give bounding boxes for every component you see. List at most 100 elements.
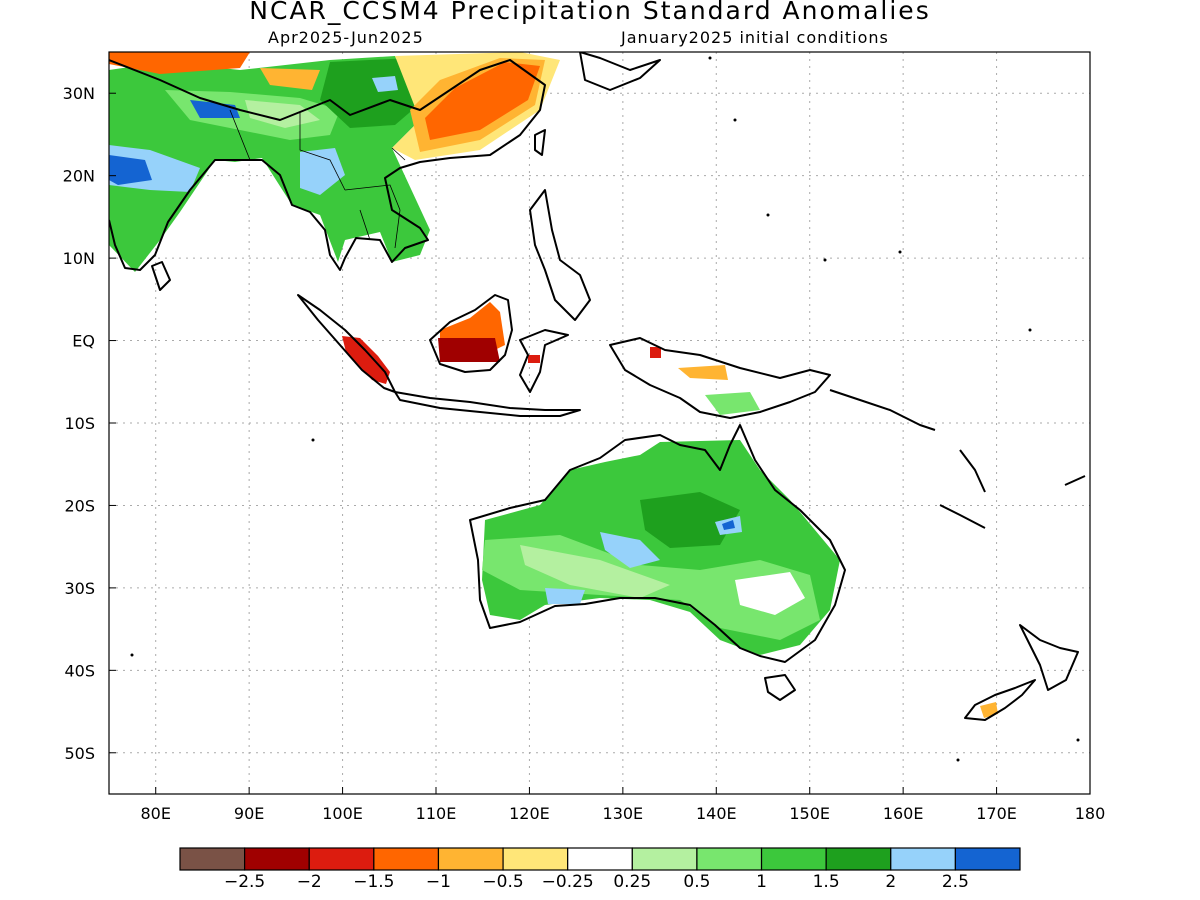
australia-pocket: [722, 520, 735, 530]
colorbar-label: −2.5: [223, 872, 266, 892]
colorbar-label: 2: [885, 872, 897, 892]
lat-label: 20N: [63, 167, 95, 186]
colorbar-swatch: [179, 847, 246, 871]
lon-label: 170E: [976, 804, 1017, 823]
borneo-strong-dry: [438, 338, 500, 362]
lon-label: 110E: [416, 804, 457, 823]
colorbar-label: 2.5: [941, 872, 969, 892]
lon-label: 140E: [696, 804, 737, 823]
lat-label: 20S: [64, 496, 95, 515]
colorbar-label: 1: [756, 872, 767, 892]
lon-label: 80E: [140, 804, 170, 823]
island: [823, 258, 827, 262]
border-line: [229, 109, 406, 249]
colorbar-swatch: [696, 847, 763, 871]
colorbar-label: 0.5: [683, 872, 711, 892]
coastline-australia: [469, 424, 846, 663]
colorbar-label: −1.5: [353, 872, 395, 892]
south-china-dry-anomaly: [425, 62, 540, 140]
island: [708, 56, 712, 60]
lat-label: 30S: [64, 579, 95, 598]
lat-label: 30N: [63, 84, 95, 103]
colorbar-swatch: [954, 847, 1021, 871]
china-pale-pocket: [372, 76, 398, 92]
colorbar-swatch: [567, 847, 633, 871]
coastline-tasmania: [764, 674, 796, 701]
lat-label: 10S: [64, 414, 95, 433]
coastline-taiwan: [534, 129, 546, 156]
forecast-period: Apr2025-Jun2025: [268, 28, 424, 47]
colorbar-swatch: [890, 847, 956, 871]
coastline-java: [394, 391, 581, 417]
coastline-sri-lanka: [151, 261, 171, 291]
colorbar-label: −0.25: [541, 872, 594, 892]
longitude-labels: 80E 90E 100E 110E 120E 130E 140E 150E 160E 170E 18…: [140, 804, 1105, 823]
initial-conditions: January2025 initial conditions: [621, 28, 889, 47]
coastline-borneo: [429, 294, 513, 373]
lat-label: 40S: [64, 661, 95, 680]
island: [130, 653, 134, 657]
china-wet-anomaly: [320, 58, 430, 128]
island: [898, 250, 902, 254]
colorbar: [179, 847, 1021, 871]
india-strong-wet: [109, 155, 152, 185]
island: [1028, 328, 1032, 332]
coastline-philippines: [529, 189, 591, 321]
australia-east-neutral: [735, 572, 805, 615]
lat-label: 50S: [64, 744, 95, 763]
coastline-japan: [579, 52, 661, 91]
australia-central-wet: [600, 532, 660, 568]
island: [311, 438, 315, 442]
sumatra-dry-anomaly: [342, 336, 390, 384]
colorbar-label: −1: [425, 872, 451, 892]
lon-label: 160E: [883, 804, 924, 823]
coastline-new-zealand-south: [964, 679, 1036, 721]
himalaya-dry-anomaly: [260, 68, 320, 90]
island: [956, 758, 960, 762]
colorbar-label: −0.5: [482, 872, 524, 892]
lat-label: 10N: [63, 249, 95, 268]
colorbar-label: 0.25: [613, 872, 652, 892]
australia-pale-wet: [520, 545, 670, 598]
lat-label: EQ: [72, 332, 95, 351]
chart-title: NCAR_CCSM4 Precipitation Standard Anomal…: [249, 0, 931, 25]
new-guinea-dry-anomaly: [678, 365, 728, 380]
coastline-pacific-islands: [829, 389, 1086, 529]
coastline-new-zealand-north: [1019, 624, 1079, 691]
lon-label: 100E: [322, 804, 363, 823]
coastlines: [109, 52, 1086, 721]
latitude-labels: 30N 20N 10N EQ 10S 20S 30S 40S 50S: [63, 84, 95, 763]
colorbar-swatch: [244, 847, 310, 871]
colorbar-swatch: [502, 847, 569, 871]
australia-central-wet: [640, 492, 740, 548]
lon-label: 130E: [603, 804, 644, 823]
coastline-new-guinea: [609, 337, 831, 419]
colorbar-swatch: [825, 847, 892, 871]
islands: [130, 56, 1080, 762]
asia-light-green: [245, 100, 320, 128]
myanmar-wet-anomaly: [300, 148, 345, 195]
island: [1076, 738, 1080, 742]
colorbar-swatch: [760, 847, 827, 871]
new-guinea-dry-spot: [650, 347, 661, 358]
colorbar-swatch: [437, 847, 504, 871]
new-guinea-wet-anomaly: [705, 392, 760, 415]
anomaly-fields: [109, 52, 998, 718]
himalaya-dry-anomaly: [109, 52, 250, 74]
sulawesi-dry-anomaly: [528, 355, 540, 363]
australia-south-wet: [545, 588, 585, 604]
coastline-asia: [109, 59, 546, 271]
axis-ticks: [109, 92, 1091, 794]
tibet-wet-anomaly: [190, 100, 240, 118]
colorbar-swatch: [373, 847, 440, 871]
colorbar-label: −2: [296, 872, 322, 892]
lon-label: 150E: [789, 804, 830, 823]
island: [766, 213, 770, 217]
colorbar-label: 1.5: [812, 872, 840, 892]
colorbar-swatch: [631, 847, 698, 871]
country-borders: [229, 109, 406, 249]
island: [733, 118, 737, 122]
lon-label: 120E: [509, 804, 550, 823]
coastline-sulawesi: [519, 329, 569, 393]
